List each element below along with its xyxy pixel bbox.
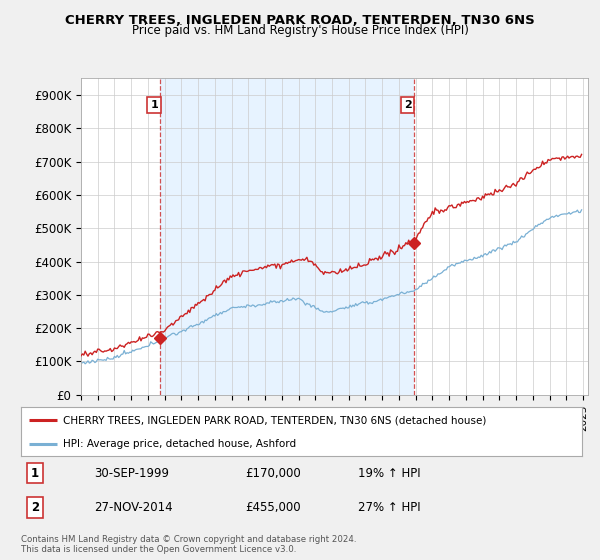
Text: 27-NOV-2014: 27-NOV-2014	[94, 501, 173, 514]
Text: 2: 2	[404, 100, 412, 110]
Text: 19% ↑ HPI: 19% ↑ HPI	[358, 467, 420, 480]
Text: Price paid vs. HM Land Registry's House Price Index (HPI): Price paid vs. HM Land Registry's House …	[131, 24, 469, 37]
Text: Contains HM Land Registry data © Crown copyright and database right 2024.
This d: Contains HM Land Registry data © Crown c…	[21, 535, 356, 554]
Text: 30-SEP-1999: 30-SEP-1999	[94, 467, 169, 480]
Text: £170,000: £170,000	[245, 467, 301, 480]
Text: 27% ↑ HPI: 27% ↑ HPI	[358, 501, 420, 514]
Text: CHERRY TREES, INGLEDEN PARK ROAD, TENTERDEN, TN30 6NS (detached house): CHERRY TREES, INGLEDEN PARK ROAD, TENTER…	[63, 416, 487, 426]
Text: CHERRY TREES, INGLEDEN PARK ROAD, TENTERDEN, TN30 6NS: CHERRY TREES, INGLEDEN PARK ROAD, TENTER…	[65, 14, 535, 27]
Text: 1: 1	[150, 100, 158, 110]
Text: 1: 1	[31, 467, 39, 480]
Text: 2: 2	[31, 501, 39, 514]
Text: £455,000: £455,000	[245, 501, 301, 514]
Text: HPI: Average price, detached house, Ashford: HPI: Average price, detached house, Ashf…	[63, 439, 296, 449]
Bar	[160, 78, 414, 395]
